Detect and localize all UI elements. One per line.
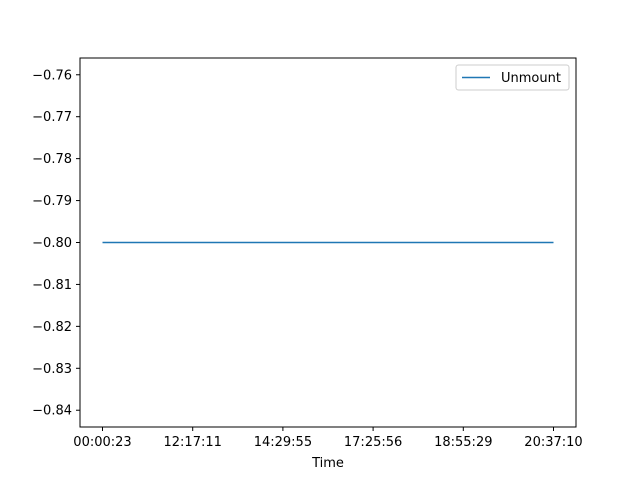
x-tick-label: 18:55:29 <box>434 435 492 450</box>
legend-box <box>455 64 570 91</box>
x-axis: 00:00:23 12:17:11 14:29:55 17:25:56 18:55:29… <box>73 427 583 450</box>
x-tick-label: 00:00:23 <box>73 435 131 450</box>
y-tick-label: −0.77 <box>32 110 72 125</box>
x-tick-label: 20:37:10 <box>524 435 582 450</box>
y-axis: −0.76 −0.77 −0.78 −0.79 −0.80 −0.81 −0.82 −0.83… <box>32 68 80 419</box>
y-tick-label: −0.80 <box>32 236 72 251</box>
axes-frame <box>79 57 577 428</box>
y-tick-label: −0.83 <box>32 362 72 377</box>
y-tick-label: −0.76 <box>32 68 72 83</box>
y-tick-label: −0.78 <box>32 152 72 167</box>
x-axis-title: Time <box>311 456 344 471</box>
y-tick-label: −0.82 <box>32 320 72 335</box>
legend-label: Unmount <box>501 71 561 86</box>
y-tick-label: −0.84 <box>32 404 72 419</box>
x-tick-label: 14:29:55 <box>254 435 312 450</box>
y-tick-label: −0.81 <box>32 278 72 293</box>
x-tick-label: 12:17:11 <box>164 435 222 450</box>
legend: Unmount <box>455 64 570 91</box>
x-tick-label: 17:25:56 <box>344 435 402 450</box>
y-tick-label: −0.79 <box>32 194 72 209</box>
